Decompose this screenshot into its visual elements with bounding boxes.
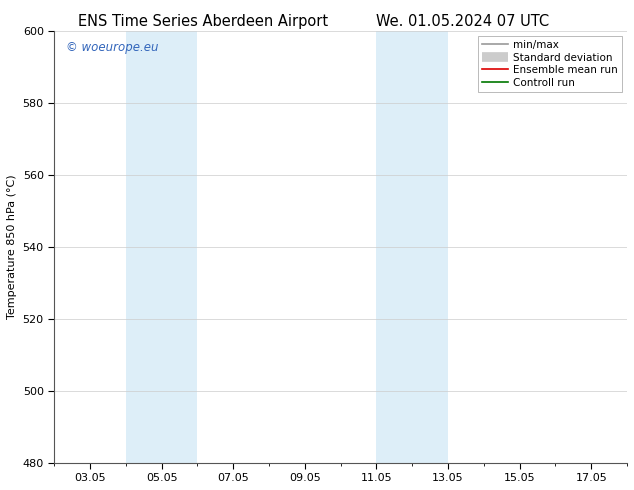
Bar xyxy=(377,30,448,463)
Text: ENS Time Series Aberdeen Airport: ENS Time Series Aberdeen Airport xyxy=(78,14,328,29)
Bar xyxy=(126,30,197,463)
Legend: min/max, Standard deviation, Ensemble mean run, Controll run: min/max, Standard deviation, Ensemble me… xyxy=(477,36,622,92)
Text: We. 01.05.2024 07 UTC: We. 01.05.2024 07 UTC xyxy=(376,14,550,29)
Text: © woeurope.eu: © woeurope.eu xyxy=(66,41,158,54)
Y-axis label: Temperature 850 hPa (°C): Temperature 850 hPa (°C) xyxy=(7,174,17,319)
